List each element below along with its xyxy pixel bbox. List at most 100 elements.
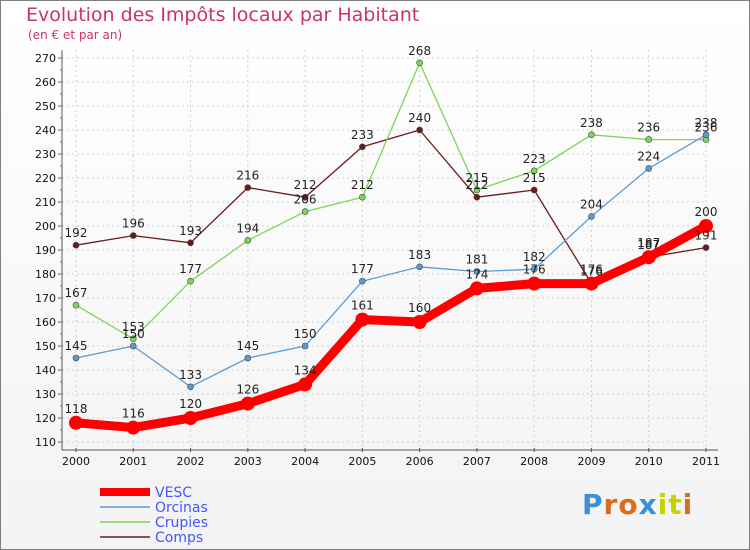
data-point-comps [473, 193, 481, 201]
logo-letter: i [657, 488, 669, 521]
series-line-crupies [75, 62, 707, 340]
data-label-vesc: 134 [294, 363, 317, 377]
series-layer [69, 59, 713, 435]
data-label-comps: 193 [179, 224, 202, 238]
data-label-crupies: 167 [65, 286, 88, 300]
y-tick-label: 160 [35, 316, 56, 329]
data-point-crupies [359, 193, 366, 201]
chart-subtitle: (en € et par an) [28, 28, 123, 42]
data-point-vesc [641, 250, 656, 265]
x-tick-label: 2004 [291, 455, 319, 468]
logo-letter: r [603, 488, 619, 521]
series-line-comps [75, 129, 707, 285]
logo-letter: o [618, 488, 639, 521]
y-tick-label: 270 [35, 52, 56, 65]
grid-lines [62, 50, 707, 448]
data-label-crupies: 212 [351, 178, 374, 192]
data-point-orcinas [72, 354, 80, 362]
data-point-crupies [244, 237, 252, 244]
y-tick-label: 210 [35, 196, 56, 209]
x-tick-label: 2006 [406, 455, 434, 468]
data-label-orcinas: 183 [408, 248, 431, 262]
data-point-orcinas [530, 265, 538, 273]
y-tick-label: 110 [35, 436, 56, 449]
data-label-vesc: 176 [523, 263, 546, 277]
y-tick-label: 200 [35, 220, 56, 233]
data-label-comps: 233 [351, 128, 374, 142]
data-point-crupies [187, 277, 194, 285]
data-label-orcinas: 150 [294, 327, 317, 341]
data-label-crupies: 223 [523, 152, 546, 166]
data-label-comps: 192 [65, 226, 88, 240]
data-point-orcinas [359, 277, 366, 285]
data-point-orcinas [416, 263, 423, 271]
data-label-vesc: 161 [351, 299, 374, 313]
x-tick-label: 2011 [692, 455, 720, 468]
x-tick-label: 2001 [119, 455, 147, 468]
logo-letter: P [582, 488, 604, 521]
logo-letter: i [682, 488, 694, 521]
x-tick-label: 2007 [463, 455, 491, 468]
data-point-crupies [530, 167, 538, 175]
data-label-comps: 215 [523, 171, 546, 185]
data-point-crupies [301, 208, 309, 215]
data-label-comps: 212 [465, 178, 488, 192]
y-tick-label: 130 [35, 388, 56, 401]
y-tick-label: 250 [35, 100, 56, 113]
data-point-comps [530, 186, 538, 194]
x-tick-label: 2010 [635, 455, 663, 468]
data-label-comps: 191 [695, 229, 718, 243]
data-label-comps: 187 [637, 238, 660, 252]
data-point-orcinas [301, 342, 309, 350]
data-label-crupies: 236 [695, 121, 718, 135]
data-label-orcinas: 150 [122, 327, 145, 341]
data-point-crupies [72, 301, 80, 309]
data-point-orcinas [244, 354, 252, 362]
data-point-orcinas [588, 213, 595, 220]
data-label-vesc: 118 [65, 402, 88, 416]
data-point-vesc [412, 315, 427, 329]
data-point-comps [359, 143, 366, 151]
data-label-vesc: 174 [465, 267, 488, 281]
data-label-vesc: 120 [179, 397, 202, 411]
data-label-crupies: 238 [580, 116, 603, 130]
data-point-vesc [126, 420, 141, 435]
data-point-comps [187, 239, 194, 247]
data-label-vesc: 176 [580, 263, 603, 277]
data-label-vesc: 126 [236, 383, 259, 397]
legend-label-orcinas: Orcinas [155, 500, 208, 516]
y-tick-label: 240 [35, 124, 56, 137]
y-tick-label: 150 [35, 340, 56, 353]
data-point-crupies [473, 186, 481, 194]
logo-letter: t [668, 488, 683, 521]
x-tick-label: 2002 [177, 455, 205, 468]
data-point-comps [72, 241, 80, 249]
data-label-comps: 216 [236, 169, 259, 183]
data-label-comps: 196 [122, 217, 145, 231]
data-label-orcinas: 181 [465, 253, 488, 267]
data-label-crupies: 215 [465, 171, 488, 185]
data-label-crupies: 268 [408, 44, 431, 58]
data-point-comps [416, 126, 423, 134]
data-point-comps [301, 193, 309, 201]
data-point-crupies [416, 59, 423, 67]
data-label-orcinas: 238 [695, 116, 718, 130]
legend-label-vesc: VESC [155, 485, 192, 501]
data-label-vesc: 200 [695, 205, 718, 219]
data-label-comps: 212 [294, 178, 317, 192]
data-point-comps [702, 244, 710, 251]
data-label-comps: 176 [580, 265, 603, 279]
x-tick-label: 2008 [520, 455, 548, 468]
data-label-orcinas: 177 [351, 262, 374, 276]
y-tick-label: 230 [35, 148, 56, 161]
legend-label-comps: Comps [155, 530, 203, 546]
x-tick-label: 2000 [62, 455, 90, 468]
x-tick-label: 2003 [234, 455, 262, 468]
data-label-orcinas: 145 [236, 339, 259, 353]
legend-label-crupies: Crupies [155, 515, 208, 531]
x-tick-label: 2005 [348, 455, 376, 468]
data-point-vesc [183, 411, 198, 425]
data-point-vesc [298, 377, 313, 392]
